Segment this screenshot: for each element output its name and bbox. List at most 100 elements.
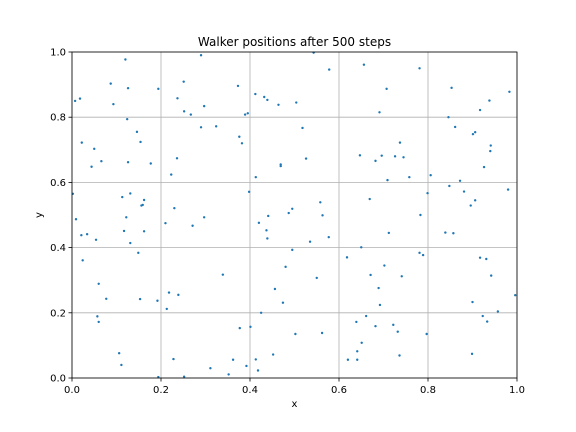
x-tick-label: 0.2 (153, 385, 169, 396)
scatter-point (287, 211, 290, 215)
scatter-point (245, 364, 248, 368)
scatter-point (157, 87, 160, 91)
scatter-point (355, 320, 358, 324)
scatter-point (378, 111, 381, 114)
scatter-point (164, 221, 167, 225)
scatter-point (383, 264, 386, 267)
scatter-point (485, 320, 489, 323)
scatter-point (254, 92, 257, 96)
scatter-point (448, 184, 451, 188)
scatter-point (514, 293, 517, 297)
scatter-point (320, 331, 324, 335)
scatter-point (238, 326, 241, 330)
scatter-point (265, 229, 268, 232)
scatter-point (121, 195, 124, 199)
scatter-point (469, 204, 472, 207)
scatter-point (356, 358, 359, 361)
scatter-point (246, 112, 249, 115)
scatter-point (124, 58, 127, 61)
scatter-point (279, 163, 282, 166)
scatter-point (321, 214, 324, 217)
ticks-layer: 0.0 0.2 0.4 0.6 0.8 1.0 0.0 0.2 0.4 0.6 0.8 1.0 (50, 48, 525, 397)
scatter-point (120, 363, 123, 367)
scatter-point (259, 311, 263, 314)
scatter-point (189, 113, 193, 116)
scatter-point (473, 199, 477, 202)
scatter-point (105, 297, 108, 300)
y-tick-label: 0.2 (50, 308, 66, 319)
scatter-point (368, 197, 371, 201)
scatter-point (447, 116, 450, 119)
y-tick-label: 0.4 (50, 243, 66, 254)
scatter-point (80, 234, 83, 237)
y-axis-label: y (34, 212, 45, 218)
scatter-point (392, 323, 395, 327)
scatter-point (308, 240, 312, 243)
scatter-point (202, 104, 206, 108)
scatter-point (177, 293, 180, 297)
scatter-point (257, 221, 261, 225)
scatter-point (182, 375, 186, 378)
scatter-point (240, 142, 244, 145)
scatter-point (470, 352, 474, 356)
y-tick-label: 1.0 (50, 48, 66, 59)
scatter-point (425, 332, 428, 336)
y-tick-label: 0.8 (50, 113, 66, 124)
scatter-point (385, 87, 388, 91)
scatter-point (100, 160, 103, 163)
scatter-point (488, 99, 491, 102)
scatter-point (138, 297, 142, 301)
scatter-point (137, 251, 140, 255)
scatter-point (117, 352, 121, 355)
scatter-point (129, 241, 132, 245)
scatter-point (266, 98, 269, 102)
scatter-point (267, 214, 270, 218)
scatter-point (345, 256, 349, 259)
scatter-point (173, 206, 176, 210)
scatter-point (402, 156, 405, 159)
scatter-point (328, 68, 331, 71)
x-tick-label: 0.6 (331, 385, 347, 396)
scatter-point (478, 256, 482, 259)
scatter-point (408, 175, 411, 179)
scatter-point (182, 110, 186, 113)
scatter-point (273, 287, 277, 291)
chart-title: Walker positions after 500 steps (198, 35, 391, 49)
scatter-point (398, 354, 401, 357)
scatter-point (291, 248, 294, 252)
scatter-point (209, 367, 212, 370)
scatter-point (429, 174, 432, 177)
scatter-point (315, 276, 318, 280)
scatter-point (129, 192, 132, 195)
scatter-point (393, 155, 397, 158)
scatter-point (90, 165, 93, 168)
scatter-point (149, 162, 152, 165)
scatter-point (346, 358, 350, 361)
scatter-point (247, 190, 251, 194)
scatter-point (142, 198, 146, 202)
scatter-point (444, 231, 447, 234)
scatter-point (139, 140, 142, 144)
scatter-point (369, 273, 372, 277)
scatter-point (418, 251, 421, 255)
scatter-point (485, 257, 488, 261)
scatter-point (182, 80, 185, 83)
scatter-point (266, 237, 269, 240)
scatter-point (496, 310, 500, 313)
scatter-point (380, 154, 383, 157)
scatter-point (142, 230, 146, 233)
scatter-point (396, 330, 399, 333)
scatter-point (167, 291, 171, 294)
scatter-point (122, 229, 126, 233)
scatter-point (249, 325, 252, 329)
scatter-point (362, 63, 366, 66)
scatter-point (360, 246, 363, 249)
x-tick-label: 0.0 (64, 385, 80, 396)
scatter-point (176, 97, 179, 100)
scatter-point (254, 175, 257, 179)
scatter-point (97, 320, 100, 324)
scatter-point (426, 191, 429, 195)
scatter-point (356, 350, 359, 353)
